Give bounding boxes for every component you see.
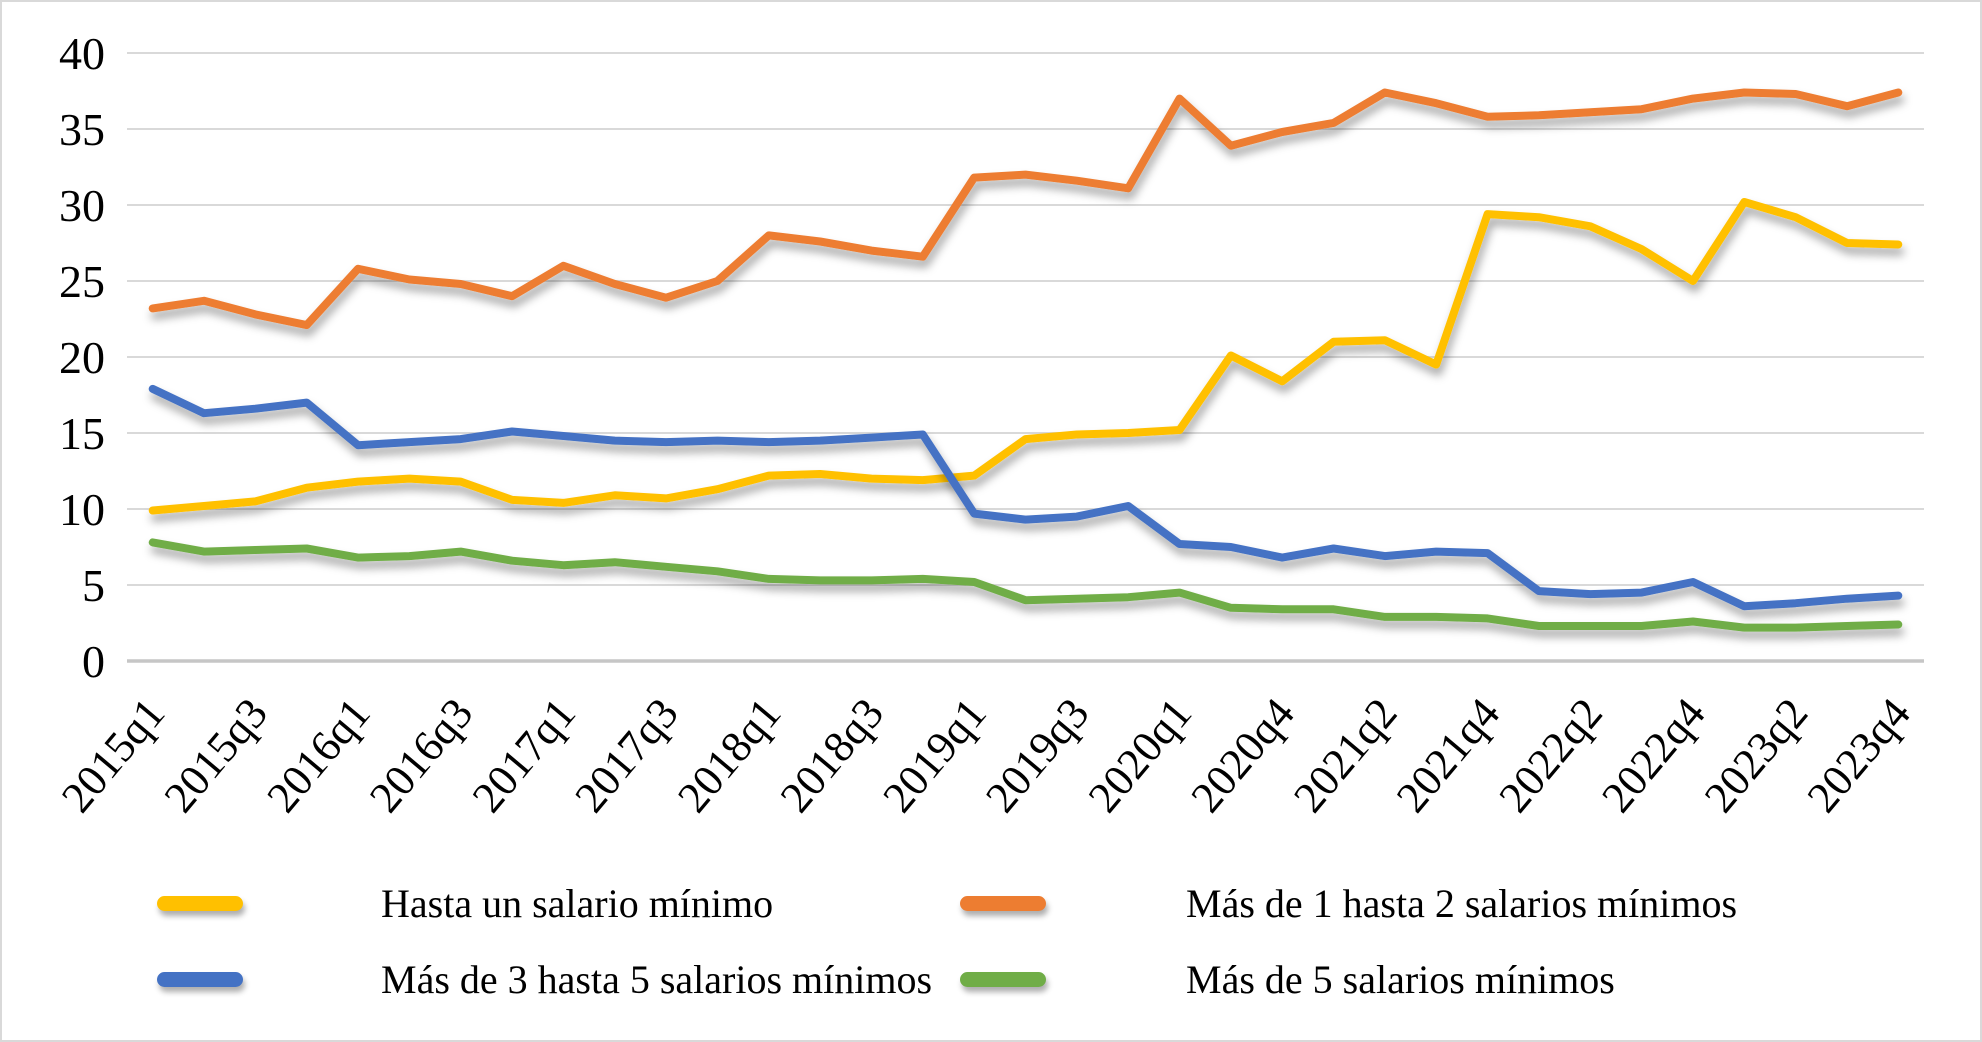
series-line-0[interactable] [148, 198, 1903, 515]
x-tick-label-2018q3: 2018q3 [771, 689, 893, 822]
y-tick-label-0: 0 [82, 636, 105, 687]
series-lines [148, 88, 1903, 632]
legend-item-mas-de-5[interactable]: Más de 5 salarios mínimos [960, 950, 1615, 1008]
y-axis-labels: 0 5 10 15 20 25 30 35 40 [59, 28, 105, 687]
legend-label: Más de 3 hasta 5 salarios mínimos [381, 956, 933, 1002]
x-tick-label-2020q4: 2020q4 [1181, 689, 1303, 822]
legend-swatch-blue [157, 971, 243, 987]
x-tick-label-2019q1: 2019q1 [873, 689, 995, 822]
legend-swatch-yellow [157, 895, 243, 911]
x-tick-label-2020q1: 2020q1 [1079, 689, 1201, 822]
gridlines [127, 52, 1924, 663]
y-tick-label-15: 15 [59, 408, 105, 459]
legend-swatch-orange [960, 895, 1046, 911]
x-tick-label-2017q3: 2017q3 [565, 689, 687, 822]
x-tick-label-2015q3: 2015q3 [155, 689, 277, 822]
legend-item-mas-3-hasta-5[interactable]: Más de 3 hasta 5 salarios mínimos [157, 950, 932, 1008]
y-tick-label-25: 25 [59, 256, 105, 307]
x-axis-labels: 2015q12015q32016q12016q32017q12017q32018… [52, 689, 1920, 822]
legend-label: Más de 1 hasta 2 salarios mínimos [1186, 880, 1738, 926]
legend-swatch-green [960, 971, 1046, 987]
y-tick-label-10: 10 [59, 484, 105, 535]
legend-label: Hasta un salario mínimo [381, 880, 774, 926]
y-tick-label-30: 30 [59, 180, 105, 231]
x-tick-label-2016q1: 2016q1 [257, 689, 379, 822]
series-line-1[interactable] [148, 88, 1903, 330]
y-tick-label-35: 35 [59, 104, 105, 155]
x-tick-label-2018q1: 2018q1 [668, 689, 790, 822]
x-tick-label-2022q2: 2022q2 [1490, 689, 1612, 822]
x-tick-label-2023q2: 2023q2 [1695, 689, 1817, 822]
y-tick-label-20: 20 [59, 332, 105, 383]
y-tick-label-40: 40 [59, 28, 105, 79]
x-tick-label-2016q3: 2016q3 [360, 689, 482, 822]
x-tick-label-2019q3: 2019q3 [976, 689, 1098, 822]
legend-item-hasta-un-salario[interactable]: Hasta un salario mínimo [157, 874, 773, 932]
y-tick-label-5: 5 [82, 560, 105, 611]
series-line-3[interactable] [148, 538, 1903, 632]
legend-item-mas-1-hasta-2[interactable]: Más de 1 hasta 2 salarios mínimos [960, 874, 1737, 932]
x-tick-label-2021q4: 2021q4 [1387, 689, 1509, 822]
x-tick-label-2023q4: 2023q4 [1798, 689, 1920, 822]
legend-label: Más de 5 salarios mínimos [1186, 956, 1615, 1002]
x-tick-label-2015q1: 2015q1 [52, 689, 174, 822]
x-tick-label-2022q4: 2022q4 [1592, 689, 1714, 822]
x-tick-label-2021q2: 2021q2 [1284, 689, 1406, 822]
series-line-2[interactable] [148, 384, 1903, 611]
x-tick-label-2017q1: 2017q1 [463, 689, 585, 822]
